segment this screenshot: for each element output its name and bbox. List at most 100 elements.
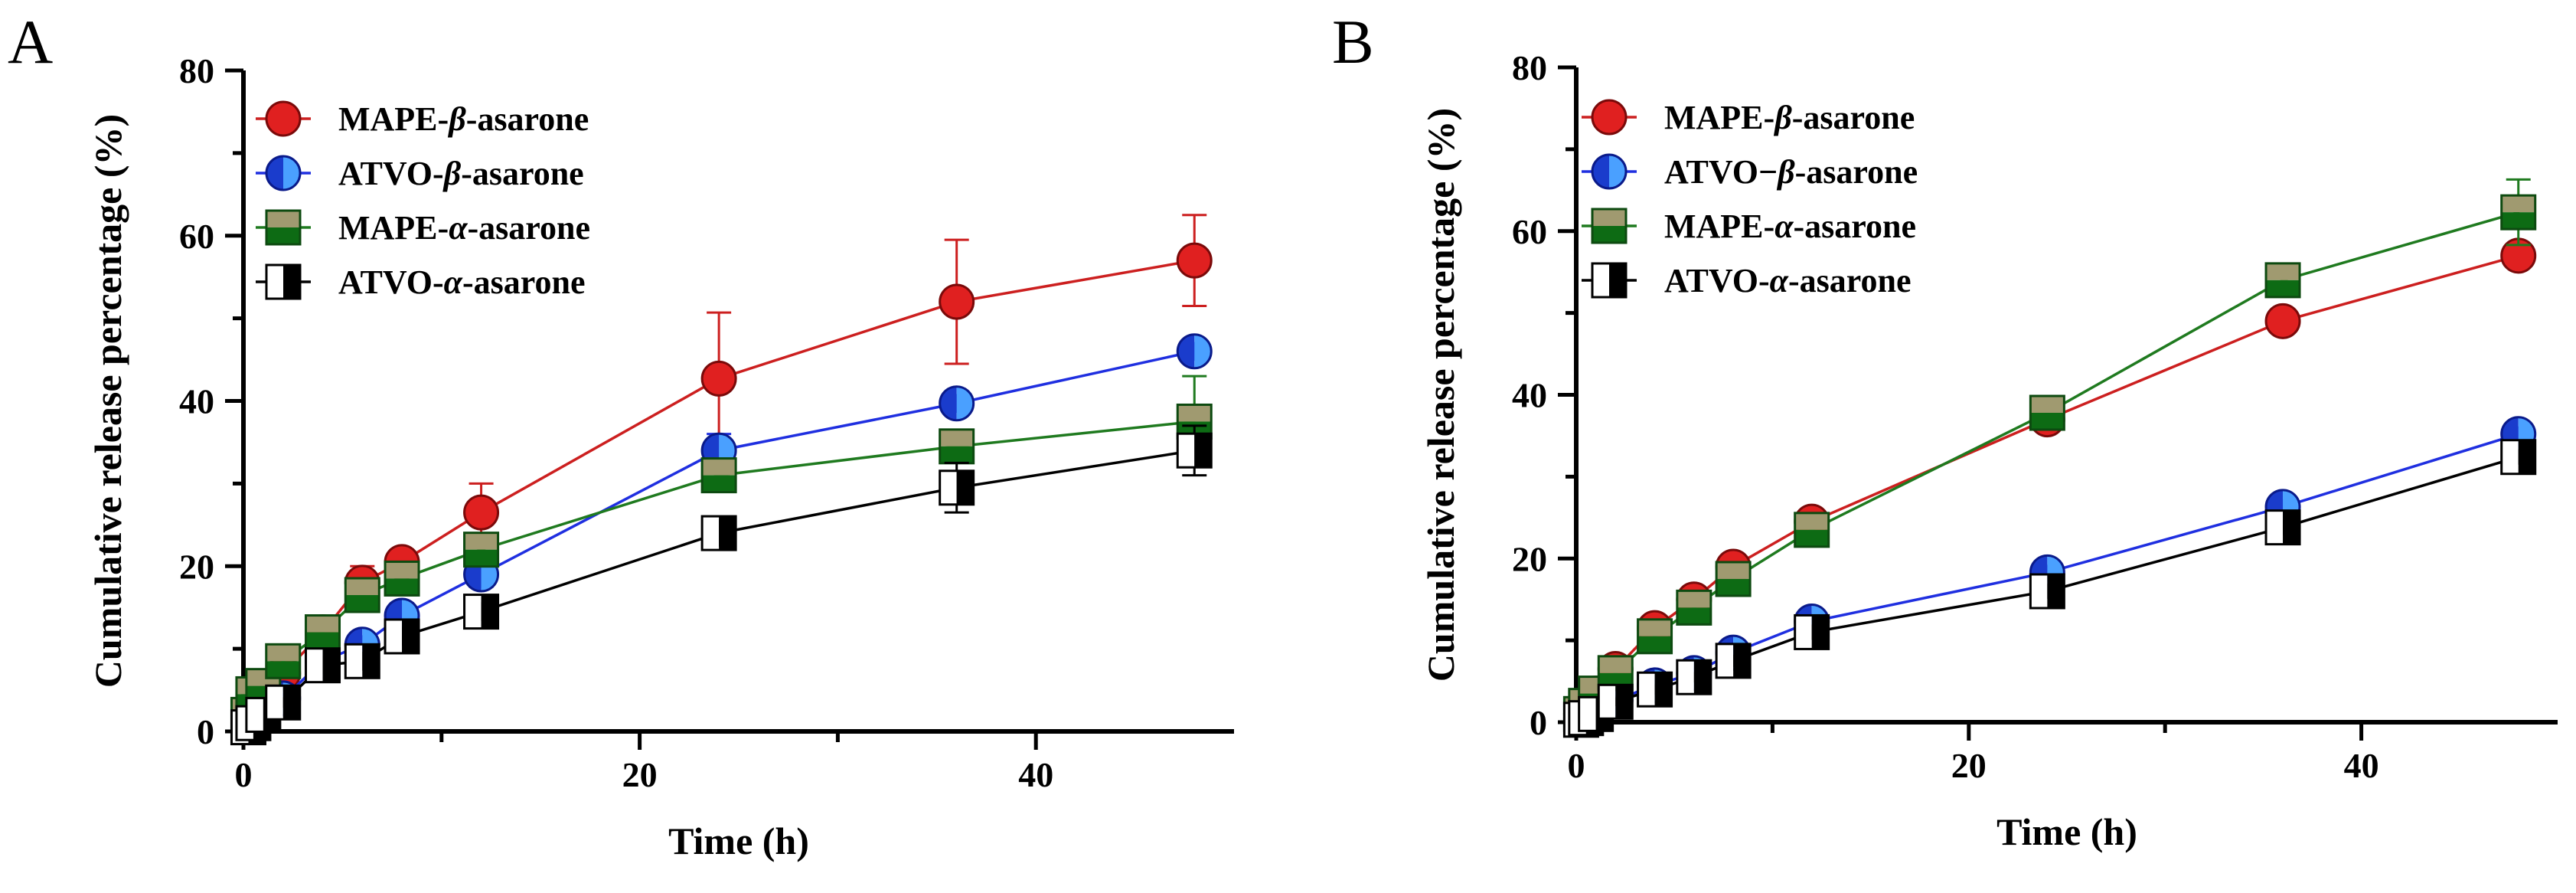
marker-outline <box>384 560 420 597</box>
marker-outline <box>1591 208 1628 244</box>
marker-half-left <box>939 386 957 420</box>
legend-label: MAPE-β-asarone <box>338 100 589 138</box>
marker-half-top <box>305 615 340 633</box>
marker-half-bottom <box>702 475 736 492</box>
data-point <box>305 647 341 684</box>
chart-panel-b: B 0 20 40 60 80 0 20 40 Time (h) Cumulative relea… <box>1288 0 2576 893</box>
data-point <box>939 469 975 506</box>
y-tick-label: 80 <box>1512 48 1547 87</box>
marker-half-top <box>1598 656 1633 673</box>
marker-half-right <box>1733 643 1751 678</box>
marker-half-right <box>481 594 498 629</box>
data-point <box>1715 643 1752 679</box>
marker-outline <box>265 263 302 300</box>
data-point <box>384 618 420 655</box>
marker-half-top <box>2501 195 2535 213</box>
marker-half-left <box>1177 433 1195 468</box>
x-tick-label: 0 <box>1568 746 1585 785</box>
marker-outline <box>1715 643 1752 679</box>
marker-outline <box>1176 432 1213 469</box>
y-tick-label: 0 <box>197 712 214 751</box>
data-point <box>265 155 302 191</box>
marker-half-bottom <box>1794 529 1829 547</box>
data-point <box>463 594 500 630</box>
marker-half-bottom <box>1637 636 1672 653</box>
marker-outline <box>305 647 341 684</box>
data-point <box>939 385 975 422</box>
marker-half-bottom <box>345 595 380 613</box>
data-point <box>1176 333 1213 370</box>
marker-outline <box>1676 659 1712 695</box>
marker-half-right <box>1609 155 1626 188</box>
data-point <box>344 577 380 613</box>
marker-outline <box>2500 439 2537 476</box>
marker-outline <box>939 385 975 422</box>
series <box>1562 237 2537 732</box>
data-point <box>700 360 737 397</box>
marker-half-left <box>2030 574 2048 608</box>
axes: 0 20 40 60 80 0 20 40 <box>179 51 1234 794</box>
marker-half-top <box>2266 263 2300 280</box>
data-point <box>939 283 975 320</box>
data-point <box>265 684 302 721</box>
marker-half-left <box>1579 697 1596 731</box>
marker-half-right <box>402 619 420 653</box>
data-point <box>1591 262 1628 299</box>
marker-outline <box>1176 333 1213 370</box>
data-point <box>1676 589 1712 626</box>
marker-half-left <box>1716 643 1734 678</box>
marker-half-top <box>702 458 736 476</box>
marker-half-left <box>702 516 720 551</box>
marker-outline <box>265 643 302 679</box>
marker-outline <box>463 594 500 630</box>
marker-half-left <box>464 594 482 629</box>
marker-half-left <box>345 644 363 679</box>
marker-half-top <box>1794 512 1829 530</box>
marker-half-right <box>1194 433 1212 468</box>
marker-half-right <box>282 685 300 720</box>
data-point <box>265 263 302 300</box>
marker-outline <box>2029 573 2065 610</box>
marker-half-right <box>956 386 974 420</box>
y-tick-label: 20 <box>1512 539 1547 578</box>
marker-outline <box>384 618 420 655</box>
marker-half-top <box>345 578 380 596</box>
x-tick-label: 40 <box>2344 746 2379 785</box>
marker-half-left <box>1592 155 1609 188</box>
marker-half-top <box>1592 209 1626 226</box>
marker-half-bottom <box>2266 280 2300 297</box>
y-tick-label: 40 <box>179 382 214 421</box>
series <box>230 424 1213 746</box>
data-point <box>265 100 302 137</box>
chart-a-plot: 0 20 40 60 80 0 20 40 Time (h) Cumulative release… <box>87 51 1234 862</box>
marker-outline <box>1794 613 1830 650</box>
marker-half-left <box>266 265 283 299</box>
marker-half-top <box>1677 590 1711 608</box>
y-axis-title: Cumulative release percentage (%) <box>1419 108 1462 682</box>
marker-outline <box>1637 618 1673 655</box>
data-point <box>265 643 302 679</box>
y-tick-label: 0 <box>1530 703 1547 742</box>
marker-half-top <box>464 532 498 550</box>
x-axis-title: Time (h) <box>668 819 809 862</box>
marker-outline <box>1715 561 1752 597</box>
marker-half-right <box>956 470 974 505</box>
legend-label: ATVO-α-asarone <box>1664 262 1912 299</box>
data-point <box>700 457 737 494</box>
legend-label: ATVO−β-asarone <box>1664 153 1918 191</box>
legend: MAPE-β-asarone ATVO−β-asarone MAPE-α-asaro… <box>1582 99 1918 299</box>
data-point <box>1591 208 1628 244</box>
marker-outline <box>700 515 737 551</box>
marker-half-bottom <box>939 446 974 463</box>
legend-label: ATVO-α-asarone <box>338 263 586 301</box>
marker-half-top <box>2030 396 2065 414</box>
marker-half-bottom <box>2030 413 2065 430</box>
marker-half-left <box>1177 334 1195 368</box>
marker-outline <box>265 155 302 191</box>
marker-half-right <box>362 644 380 679</box>
legend-label: MAPE-β-asarone <box>1664 99 1915 136</box>
data-point <box>1715 561 1752 597</box>
marker-outline <box>344 577 380 613</box>
y-tick-label: 20 <box>179 547 214 586</box>
data-point <box>1637 618 1673 655</box>
